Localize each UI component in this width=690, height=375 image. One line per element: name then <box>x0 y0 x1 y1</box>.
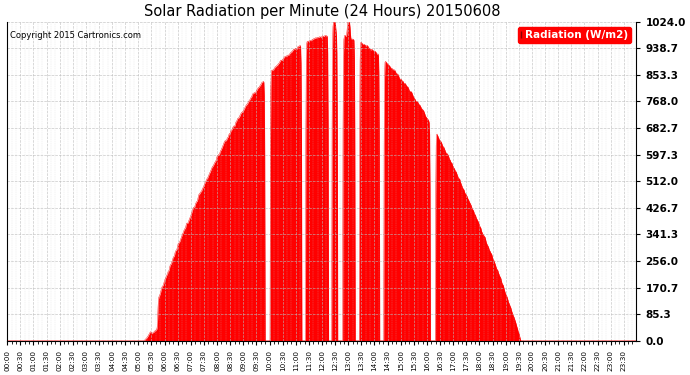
Title: Solar Radiation per Minute (24 Hours) 20150608: Solar Radiation per Minute (24 Hours) 20… <box>144 4 500 19</box>
Text: Copyright 2015 Cartronics.com: Copyright 2015 Cartronics.com <box>10 31 141 40</box>
Legend: Radiation (W/m2): Radiation (W/m2) <box>518 27 631 43</box>
